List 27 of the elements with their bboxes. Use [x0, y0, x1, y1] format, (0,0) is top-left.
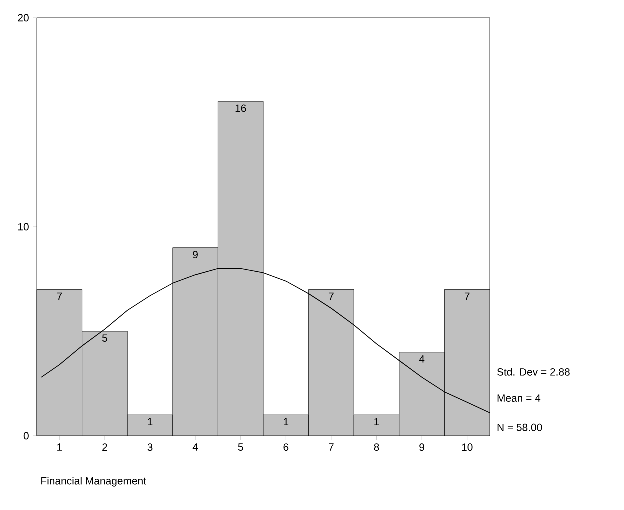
x-tick-label: 8 — [374, 444, 380, 452]
text: N = 58.00 — [498, 424, 542, 432]
x-tick-label: 9 — [420, 444, 424, 452]
x-tick-label: 7 — [329, 444, 334, 451]
data-label: 7 — [57, 292, 62, 300]
data-label: 9 — [193, 251, 198, 258]
y-tick-label: 10 — [18, 223, 29, 231]
y-tick-label: 20 — [18, 14, 29, 22]
data-label: 7 — [329, 292, 334, 300]
x-tick-label: 10 — [462, 444, 473, 452]
data-label: 16 — [236, 104, 246, 112]
x-axis-title: Financial Management — [42, 477, 146, 487]
text: Mean = 4 — [498, 394, 541, 402]
x-tick-label: 2 — [102, 444, 108, 451]
y-tick-label: 0 — [24, 432, 29, 440]
data-label: 1 — [284, 418, 289, 426]
x-tick-label: 6 — [284, 444, 289, 452]
data-label: 4 — [419, 356, 425, 363]
data-label: 1 — [148, 418, 153, 426]
x-tick-label: 1 — [58, 444, 62, 451]
x-tick-label: 3 — [148, 444, 153, 452]
data-label: 1 — [374, 418, 380, 426]
text: Std. Dev = 2.88 — [497, 368, 570, 376]
x-tick-label: 5 — [238, 444, 244, 451]
data-label: 7 — [464, 292, 470, 300]
x-tick-label: 4 — [192, 444, 198, 451]
data-label: 5 — [102, 334, 108, 342]
